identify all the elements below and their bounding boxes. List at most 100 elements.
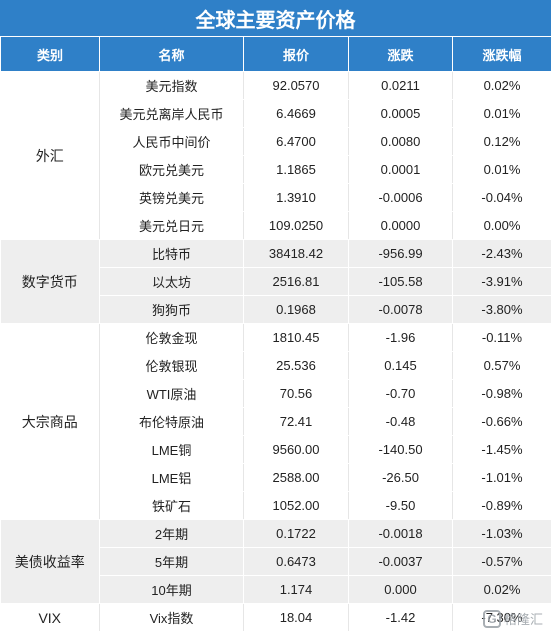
price-cell: 1.174: [243, 575, 349, 604]
change-pct-cell: 0.00%: [452, 211, 551, 240]
change-cell: -1.42: [348, 603, 453, 632]
asset-price-table: 类别 名称 报价 涨跌 涨跌幅 外汇 美元指数 92.0570 0.0211 0.02%…: [0, 36, 551, 632]
change-cell: 0.145: [348, 351, 453, 380]
name-cell: 以太坊: [99, 267, 244, 296]
table-row: 大宗商品 伦敦金现 1810.45 -1.96 -0.11%: [0, 323, 551, 520]
table-row: 欧元兑美元 1.1865 0.0001 0.01%: [1, 155, 551, 184]
price-cell: 25.536: [243, 351, 349, 380]
header-row: 类别 名称 报价 涨跌 涨跌幅: [0, 36, 551, 72]
watermark-text: 格隆汇: [503, 612, 543, 627]
price-cell: 0.1968: [243, 295, 349, 324]
change-pct-cell: -1.03%: [452, 519, 551, 548]
change-pct-cell: -1.45%: [452, 435, 551, 464]
change-pct-cell: 0.01%: [452, 155, 551, 184]
header-change: 涨跌: [348, 36, 453, 72]
change-cell: 0.0080: [348, 127, 453, 156]
table-row: 狗狗币 0.1968 -0.0078 -3.80%: [1, 295, 551, 324]
price-cell: 72.41: [243, 407, 349, 436]
change-cell: 0.0005: [348, 99, 453, 128]
header-price: 报价: [243, 36, 349, 72]
table-row: 外汇 美元指数 92.0570 0.0211 0.02%: [0, 71, 551, 240]
change-pct-cell: 0.02%: [452, 71, 551, 100]
table-row: 英镑兑美元 1.3910 -0.0006 -0.04%: [1, 183, 551, 212]
change-pct-cell: -3.80%: [452, 295, 551, 324]
name-cell: 伦敦金现: [99, 323, 244, 352]
change-pct-cell: -7.30%: [452, 603, 551, 632]
table-row: 铁矿石 1052.00 -9.50 -0.89%: [1, 491, 551, 520]
name-cell: 比特币: [99, 239, 244, 268]
price-cell: 9560.00: [243, 435, 349, 464]
change-pct-cell: -1.01%: [452, 463, 551, 492]
table-row: LME铝 2588.00 -26.50 -1.01%: [1, 463, 551, 492]
name-cell: LME铜: [99, 435, 244, 464]
name-cell: 2年期: [99, 519, 244, 548]
category-cell: 美债收益率: [0, 519, 100, 604]
change-pct-cell: -0.89%: [452, 491, 551, 520]
name-cell: LME铝: [99, 463, 244, 492]
price-cell: 109.0250: [243, 211, 349, 240]
watermark: G 格隆汇: [482, 609, 543, 628]
name-cell: 美元指数: [99, 71, 244, 100]
change-cell: -105.58: [348, 267, 453, 296]
table-row: LME铜 9560.00 -140.50 -1.45%: [1, 435, 551, 464]
name-cell: 狗狗币: [99, 295, 244, 324]
gelonghui-logo-icon: G: [482, 609, 501, 628]
sheet-title: 全球主要资产价格: [0, 0, 551, 36]
name-cell: 欧元兑美元: [99, 155, 244, 184]
price-cell: 6.4669: [243, 99, 349, 128]
change-cell: 0.0000: [348, 211, 453, 240]
category-cell: 数字货币: [0, 239, 100, 324]
price-cell: 1.1865: [243, 155, 349, 184]
price-cell: 0.6473: [243, 547, 349, 576]
change-pct-cell: 0.12%: [452, 127, 551, 156]
change-cell: -956.99: [348, 239, 453, 268]
price-cell: 38418.42: [243, 239, 349, 268]
table-row: 以太坊 2516.81 -105.58 -3.91%: [1, 267, 551, 296]
table-header: 类别 名称 报价 涨跌 涨跌幅: [0, 36, 551, 72]
price-cell: 1810.45: [243, 323, 349, 352]
change-cell: -0.48: [348, 407, 453, 436]
table-row: 美元兑日元 109.0250 0.0000 0.00%: [1, 211, 551, 240]
price-cell: 18.04: [243, 603, 349, 632]
price-cell: 70.56: [243, 379, 349, 408]
change-cell: -26.50: [348, 463, 453, 492]
name-cell: 美元兑离岸人民币: [99, 99, 244, 128]
change-cell: 0.0211: [348, 71, 453, 100]
name-cell: 铁矿石: [99, 491, 244, 520]
table-row: 布伦特原油 72.41 -0.48 -0.66%: [1, 407, 551, 436]
price-cell: 1.3910: [243, 183, 349, 212]
change-cell: -0.0078: [348, 295, 453, 324]
change-cell: -0.0037: [348, 547, 453, 576]
name-cell: 10年期: [99, 575, 244, 604]
change-pct-cell: -0.04%: [452, 183, 551, 212]
change-cell: -9.50: [348, 491, 453, 520]
table-row: 人民币中间价 6.4700 0.0080 0.12%: [1, 127, 551, 156]
table-row: 美债收益率 2年期 0.1722 -0.0018 -1.03%: [0, 519, 551, 604]
header-name: 名称: [99, 36, 244, 72]
name-cell: Vix指数: [99, 603, 244, 632]
header-change-pct: 涨跌幅: [452, 36, 551, 72]
name-cell: 5年期: [99, 547, 244, 576]
price-cell: 2588.00: [243, 463, 349, 492]
change-pct-cell: 0.02%: [452, 575, 551, 604]
change-cell: -0.0006: [348, 183, 453, 212]
change-pct-cell: -0.57%: [452, 547, 551, 576]
change-cell: 0.0001: [348, 155, 453, 184]
table-row: WTI原油 70.56 -0.70 -0.98%: [1, 379, 551, 408]
change-pct-cell: -0.98%: [452, 379, 551, 408]
name-cell: 伦敦银现: [99, 351, 244, 380]
price-cell: 0.1722: [243, 519, 349, 548]
table-row: 5年期 0.6473 -0.0037 -0.57%: [1, 547, 551, 576]
change-pct-cell: -3.91%: [452, 267, 551, 296]
name-cell: 布伦特原油: [99, 407, 244, 436]
category-cell: 大宗商品: [0, 323, 100, 520]
category-cell: VIX: [0, 603, 100, 632]
table-row: VIX Vix指数 18.04 -1.42 -7.30%: [0, 603, 551, 632]
change-pct-cell: -0.66%: [452, 407, 551, 436]
table-row: 10年期 1.174 0.000 0.02%: [1, 575, 551, 604]
change-pct-cell: 0.57%: [452, 351, 551, 380]
price-cell: 2516.81: [243, 267, 349, 296]
change-pct-cell: -0.11%: [452, 323, 551, 352]
table-row: 伦敦银现 25.536 0.145 0.57%: [1, 351, 551, 380]
